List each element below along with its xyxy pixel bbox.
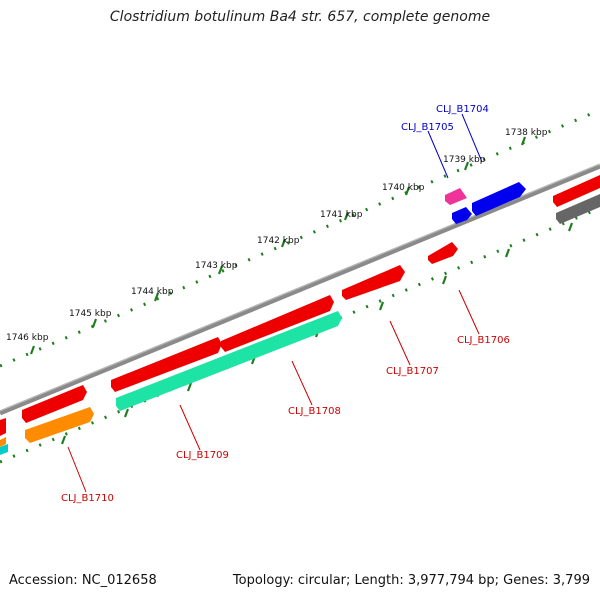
kbp-label: 1743 kbp — [195, 261, 238, 271]
gene-label-1705[interactable]: CLJ_B1705 — [401, 122, 454, 133]
gene-arrow-magenta — [445, 188, 467, 205]
kbp-label-group: 1738 kbp 1739 kbp 1740 kbp 1741 kbp 1742… — [6, 128, 548, 343]
gene-arrow-1709-fwd — [111, 337, 222, 392]
gene-arrow-1710-fwd — [22, 385, 87, 423]
gene-arrow-orange-edge — [0, 437, 6, 447]
kbp-label: 1745 kbp — [69, 309, 112, 319]
gene-arrow-right-red — [553, 175, 600, 207]
kbp-label: 1741 kbp — [320, 210, 363, 220]
leader-1704 — [461, 113, 483, 163]
kbp-label: 1744 kbp — [131, 287, 174, 297]
kbp-label: 1740 kbp — [382, 183, 425, 193]
leader-1709 — [179, 404, 201, 451]
leader-1708 — [291, 360, 313, 406]
gene-arrow-cut-left — [0, 418, 6, 436]
gene-arrow-1704-fwd — [472, 182, 526, 216]
gene-label-group: CLJ_B1704 CLJ_B1705 CLJ_B1706 CLJ_B1707 … — [61, 104, 510, 504]
kbp-label: 1742 kbp — [257, 236, 300, 246]
leader-1706 — [458, 289, 480, 335]
accession-text: Accession: NC_012658 — [9, 573, 157, 588]
gene-arrow-cyan — [0, 444, 8, 455]
gene-label-1707[interactable]: CLJ_B1707 — [386, 366, 439, 377]
gene-arrow-1706-fwd — [428, 242, 458, 264]
gene-arrow-1708-fwd — [221, 295, 334, 352]
gene-arrow-1707-fwd — [342, 265, 405, 300]
forward-genes — [0, 175, 600, 436]
outer-major-ticks — [29, 136, 527, 355]
gene-arrow-right-gray — [556, 194, 600, 224]
label-leaders — [67, 113, 483, 493]
kbp-label: 1739 kbp — [443, 155, 486, 165]
gene-label-1708[interactable]: CLJ_B1708 — [288, 406, 341, 417]
gene-arrow-1705-fwd — [452, 207, 472, 224]
genome-backbone — [0, 163, 600, 416]
inner-major-ticks — [60, 222, 574, 445]
leader-1705 — [427, 130, 449, 179]
gene-arrow-teal — [116, 311, 342, 411]
leader-1707 — [389, 320, 411, 366]
map-title: Clostridium botulinum Ba4 str. 657, comp… — [109, 9, 491, 25]
kbp-label: 1738 kbp — [505, 128, 548, 138]
reverse-genes — [0, 311, 342, 455]
gene-label-1709[interactable]: CLJ_B1709 — [176, 450, 229, 461]
gene-arrow-orange — [25, 407, 94, 443]
topology-text: Topology: circular; Length: 3,977,794 bp… — [232, 573, 590, 588]
gene-label-1704[interactable]: CLJ_B1704 — [436, 104, 489, 115]
gene-label-1710[interactable]: CLJ_B1710 — [61, 493, 114, 504]
leader-1710 — [67, 446, 87, 493]
kbp-label: 1746 kbp — [6, 333, 49, 343]
gene-label-1706[interactable]: CLJ_B1706 — [457, 335, 510, 346]
